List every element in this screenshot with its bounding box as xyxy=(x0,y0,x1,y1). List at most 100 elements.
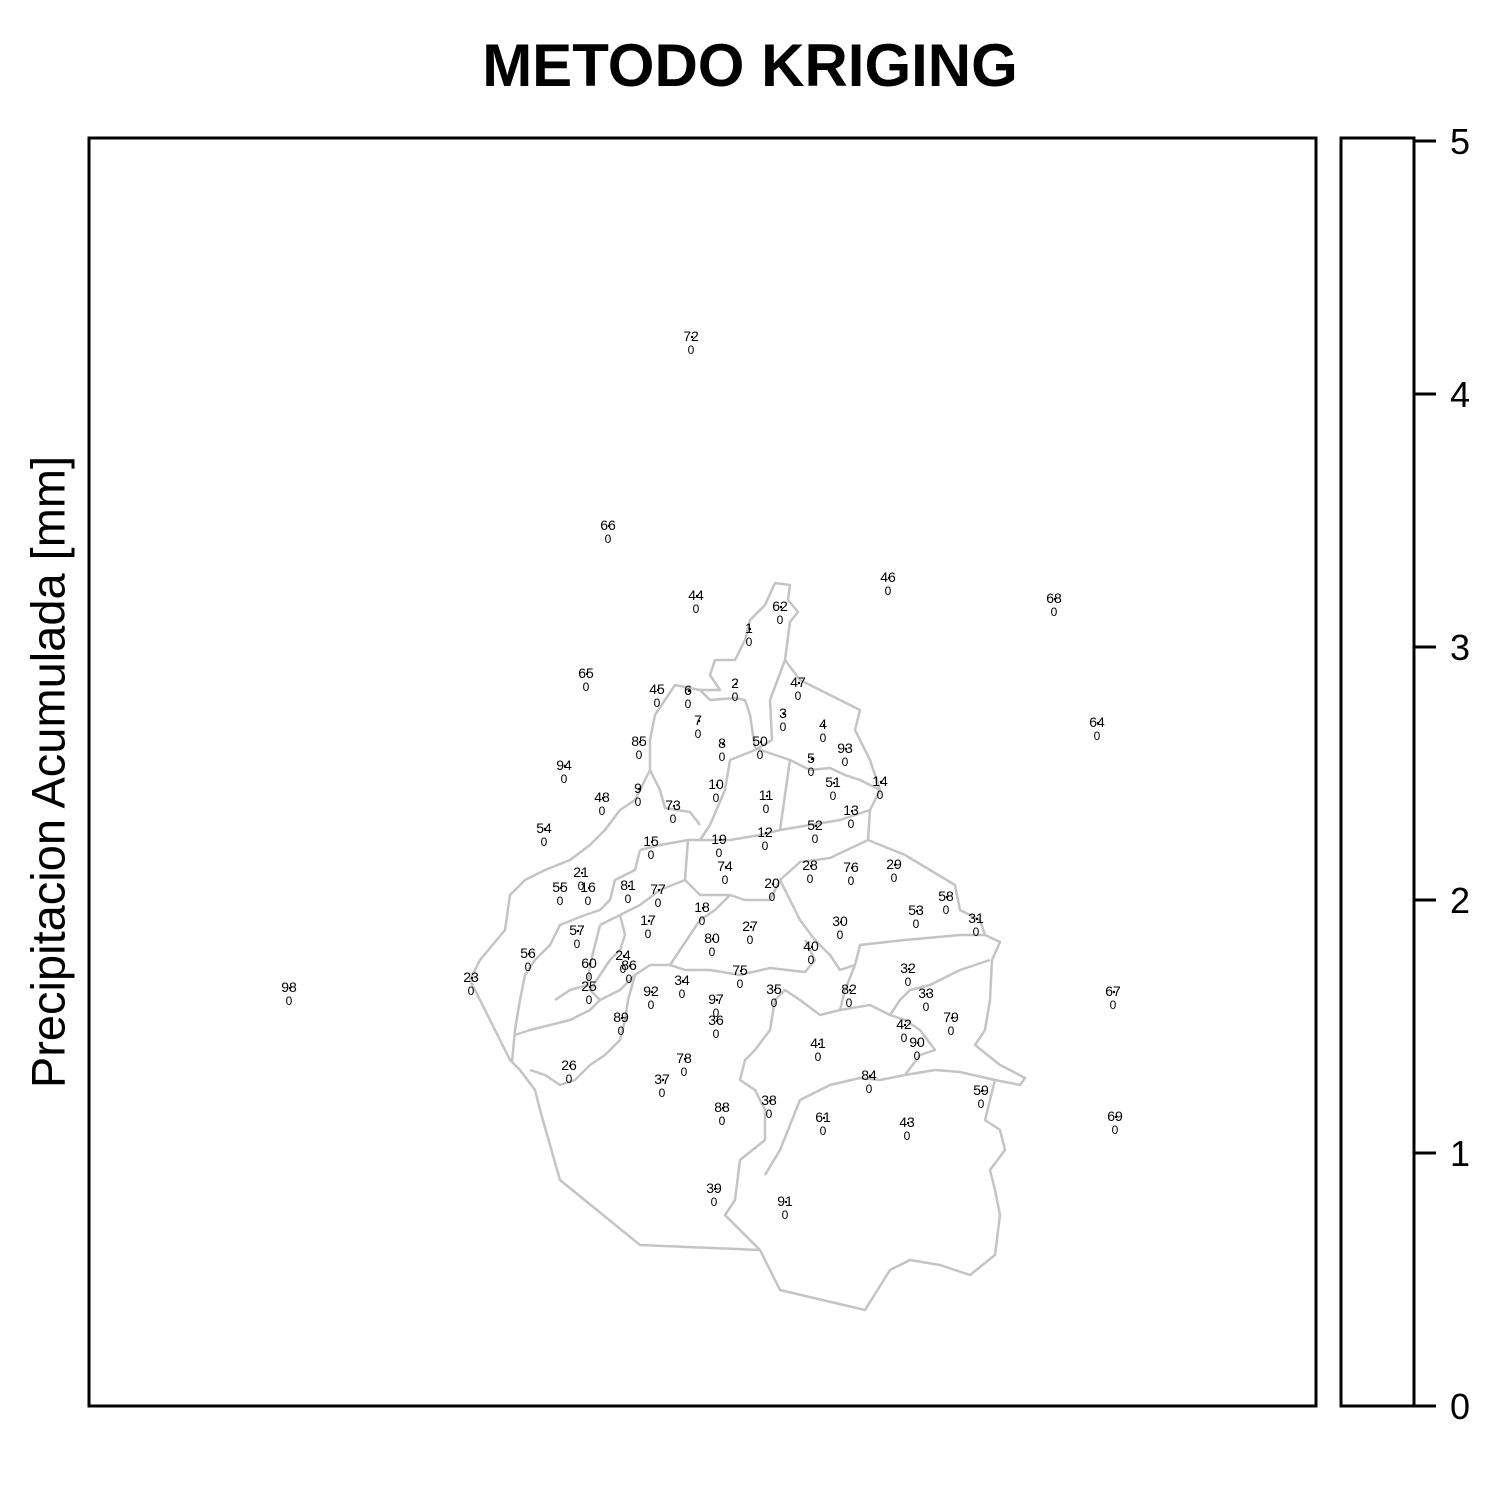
station-point xyxy=(915,909,919,913)
station-value-label: 0 xyxy=(1110,998,1117,1012)
station-13: 130 xyxy=(843,802,859,831)
station-point xyxy=(759,740,763,744)
station-point xyxy=(1053,597,1057,601)
station-value-label: 0 xyxy=(780,720,787,734)
station-59: 590 xyxy=(973,1082,989,1111)
station-id-label: 12 xyxy=(757,824,773,840)
station-39: 390 xyxy=(706,1180,722,1209)
station-51: 510 xyxy=(825,774,841,803)
station-40: 400 xyxy=(803,938,819,967)
station-id-label: 61 xyxy=(815,1109,831,1125)
station-id-label: 4 xyxy=(819,716,827,732)
station-value-label: 0 xyxy=(541,835,548,849)
station-38: 380 xyxy=(761,1092,777,1121)
station-78: 780 xyxy=(676,1050,692,1079)
boundary-segment xyxy=(699,689,757,749)
station-35: 350 xyxy=(766,981,782,1010)
station-point xyxy=(721,742,725,746)
station-12: 120 xyxy=(757,824,773,853)
station-id-label: 85 xyxy=(631,733,647,749)
station-61: 610 xyxy=(815,1109,831,1138)
station-84: 840 xyxy=(861,1067,877,1096)
station-id-label: 15 xyxy=(643,833,659,849)
station-41: 410 xyxy=(810,1035,826,1064)
chart-title: METODO KRIGING xyxy=(482,32,1018,99)
station-52: 520 xyxy=(807,817,823,846)
station-id-label: 38 xyxy=(761,1092,777,1108)
station-id-label: 33 xyxy=(918,985,934,1001)
station-89: 890 xyxy=(613,1009,629,1038)
station-value-label: 0 xyxy=(757,748,764,762)
station-53: 530 xyxy=(908,902,924,931)
station-point xyxy=(748,627,752,631)
station-point xyxy=(715,783,719,787)
station-value-label: 0 xyxy=(586,993,593,1007)
station-value-label: 0 xyxy=(978,1097,985,1111)
station-point xyxy=(588,985,592,989)
station-id-label: 53 xyxy=(908,902,924,918)
station-id-label: 56 xyxy=(520,945,536,961)
station-value-label: 0 xyxy=(711,1195,718,1209)
station-value-label: 0 xyxy=(820,731,827,745)
station-point xyxy=(739,969,743,973)
station-value-label: 0 xyxy=(769,890,776,904)
station-value-label: 0 xyxy=(648,998,655,1012)
station-23: 230 xyxy=(463,969,479,998)
station-88: 880 xyxy=(714,1099,730,1128)
station-id-label: 94 xyxy=(556,757,572,773)
station-point xyxy=(697,719,701,723)
station-2: 20 xyxy=(731,675,739,704)
station-93: 930 xyxy=(837,740,853,769)
station-id-label: 93 xyxy=(837,740,853,756)
delegation-boundaries xyxy=(468,581,1027,1312)
station-id-label: 42 xyxy=(896,1016,912,1032)
station-id-label: 36 xyxy=(708,1012,724,1028)
boundary-segment xyxy=(754,746,881,792)
station-id-label: 97 xyxy=(708,991,724,1007)
station-id-label: 60 xyxy=(581,955,597,971)
boundary-segment xyxy=(529,974,637,1087)
station-point xyxy=(764,831,768,835)
station-30: 300 xyxy=(832,913,848,942)
station-point xyxy=(587,886,591,890)
station-value-label: 0 xyxy=(746,635,753,649)
station-id-label: 50 xyxy=(752,733,768,749)
station-28: 280 xyxy=(802,857,818,886)
station-point xyxy=(657,888,661,892)
station-point xyxy=(1112,990,1116,994)
station-value-label: 0 xyxy=(618,1024,625,1038)
station-value-label: 0 xyxy=(737,977,744,991)
station-point xyxy=(906,1121,910,1125)
station-id-label: 45 xyxy=(649,681,665,697)
station-point xyxy=(637,787,641,791)
station-85: 850 xyxy=(631,733,647,762)
station-value-label: 0 xyxy=(923,1000,930,1014)
station-point xyxy=(1096,721,1100,725)
station-3: 30 xyxy=(779,705,787,734)
boundary-segment xyxy=(700,808,871,842)
station-id-label: 8 xyxy=(718,735,726,751)
station-point xyxy=(627,884,631,888)
station-id-label: 78 xyxy=(676,1050,692,1066)
station-id-label: 69 xyxy=(1107,1108,1123,1124)
station-point xyxy=(879,780,883,784)
station-point xyxy=(588,962,592,966)
colorbar-tick-label: 4 xyxy=(1450,374,1470,415)
station-point xyxy=(713,1187,717,1191)
station-value-label: 0 xyxy=(1112,1123,1119,1137)
station-value-label: 0 xyxy=(885,584,892,598)
station-20: 200 xyxy=(764,875,780,904)
station-point xyxy=(563,764,567,768)
station-id-label: 64 xyxy=(1089,714,1105,730)
station-point xyxy=(715,998,719,1002)
station-id-label: 5 xyxy=(807,750,815,766)
station-value-label: 0 xyxy=(626,972,633,986)
station-value-label: 0 xyxy=(812,832,819,846)
station-point xyxy=(559,886,563,890)
station-id-label: 90 xyxy=(909,1034,925,1050)
station-58: 580 xyxy=(938,888,954,917)
station-value-label: 0 xyxy=(762,839,769,853)
station-69: 690 xyxy=(1107,1108,1123,1137)
station-point xyxy=(893,863,897,867)
station-point xyxy=(721,1106,725,1110)
